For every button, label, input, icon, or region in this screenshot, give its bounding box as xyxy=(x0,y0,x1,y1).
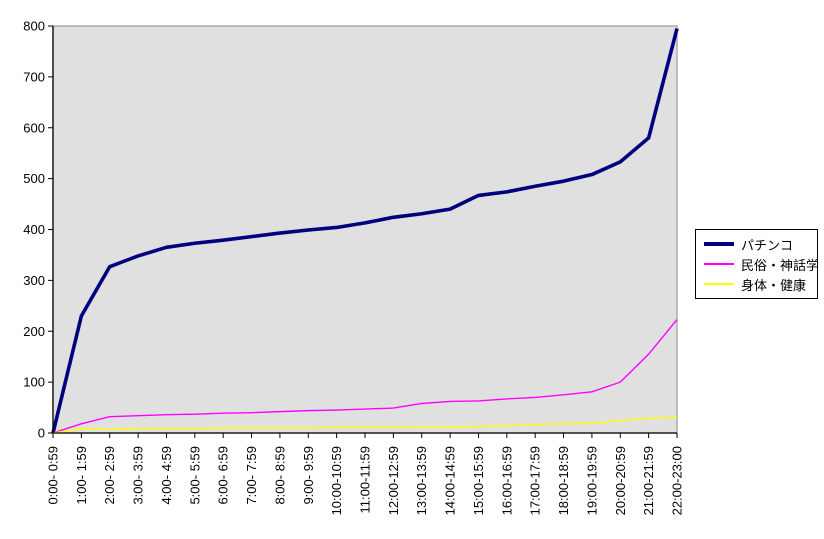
plot-area xyxy=(52,25,678,434)
x-axis-label: 10:00-10:59 xyxy=(329,446,344,515)
legend-label: 民俗・神話学 xyxy=(741,257,820,273)
legend-label: 身体・健康 xyxy=(741,277,807,293)
x-axis-label: 6:00- 6:59 xyxy=(216,446,231,505)
x-axis-label: 11:00-11:59 xyxy=(358,446,373,513)
x-axis-label: 15:00-15:59 xyxy=(471,446,486,515)
y-axis-label: 700 xyxy=(23,69,45,84)
y-axis-label: 0 xyxy=(38,426,45,441)
y-axis-label: 300 xyxy=(23,273,45,288)
x-axis-label: 2:00- 2:59 xyxy=(102,446,117,505)
legend-item: 身体・健康 xyxy=(704,277,809,293)
x-axis-label: 7:00- 7:59 xyxy=(244,446,259,505)
x-axis-label: 4:00- 4:59 xyxy=(159,446,174,505)
x-axis-label: 21:00-21:59 xyxy=(641,446,656,515)
x-axis-label: 18:00-18:59 xyxy=(556,446,571,515)
x-axis-label: 20:00-20:59 xyxy=(613,446,628,515)
x-axis-label: 8:00- 8:59 xyxy=(272,446,287,505)
legend-item: パチンコ xyxy=(704,237,809,253)
x-axis-label: 14:00-14:59 xyxy=(443,446,458,515)
legend-line-sample xyxy=(704,263,734,265)
y-axis-label: 600 xyxy=(23,120,45,135)
y-axis-label: 400 xyxy=(23,222,45,237)
x-axis-label: 0:00- 0:59 xyxy=(46,446,61,505)
x-axis-label: 13:00-13:59 xyxy=(414,446,429,515)
series-line-2 xyxy=(52,416,678,434)
x-axis-label: 22:00-23:00 xyxy=(670,446,685,515)
y-axis-label: 800 xyxy=(23,19,45,34)
x-axis-label: 17:00-17:59 xyxy=(528,446,543,515)
legend-item: 民俗・神話学 xyxy=(704,257,819,273)
legend-line-sample xyxy=(704,242,734,246)
y-axis-label: 100 xyxy=(23,375,45,390)
x-axis-label: 19:00-19:59 xyxy=(584,446,599,515)
x-axis-label: 16:00-16:59 xyxy=(499,446,514,515)
x-axis-label: 5:00- 5:59 xyxy=(187,446,202,505)
y-axis-label: 500 xyxy=(23,171,45,186)
x-axis-label: 12:00-12:59 xyxy=(386,446,401,515)
y-axis-label: 200 xyxy=(23,324,45,339)
legend-line-sample xyxy=(704,283,734,285)
x-axis-label: 3:00- 3:59 xyxy=(131,446,146,505)
legend-label: パチンコ xyxy=(741,237,794,253)
legend: パチンコ民俗・神話学 身体・健康 xyxy=(695,229,819,299)
x-axis-label: 9:00- 9:59 xyxy=(301,446,316,505)
series-line-1 xyxy=(52,319,678,434)
x-axis-label: 1:00- 1:59 xyxy=(74,446,89,505)
series-line-0 xyxy=(51,28,679,434)
